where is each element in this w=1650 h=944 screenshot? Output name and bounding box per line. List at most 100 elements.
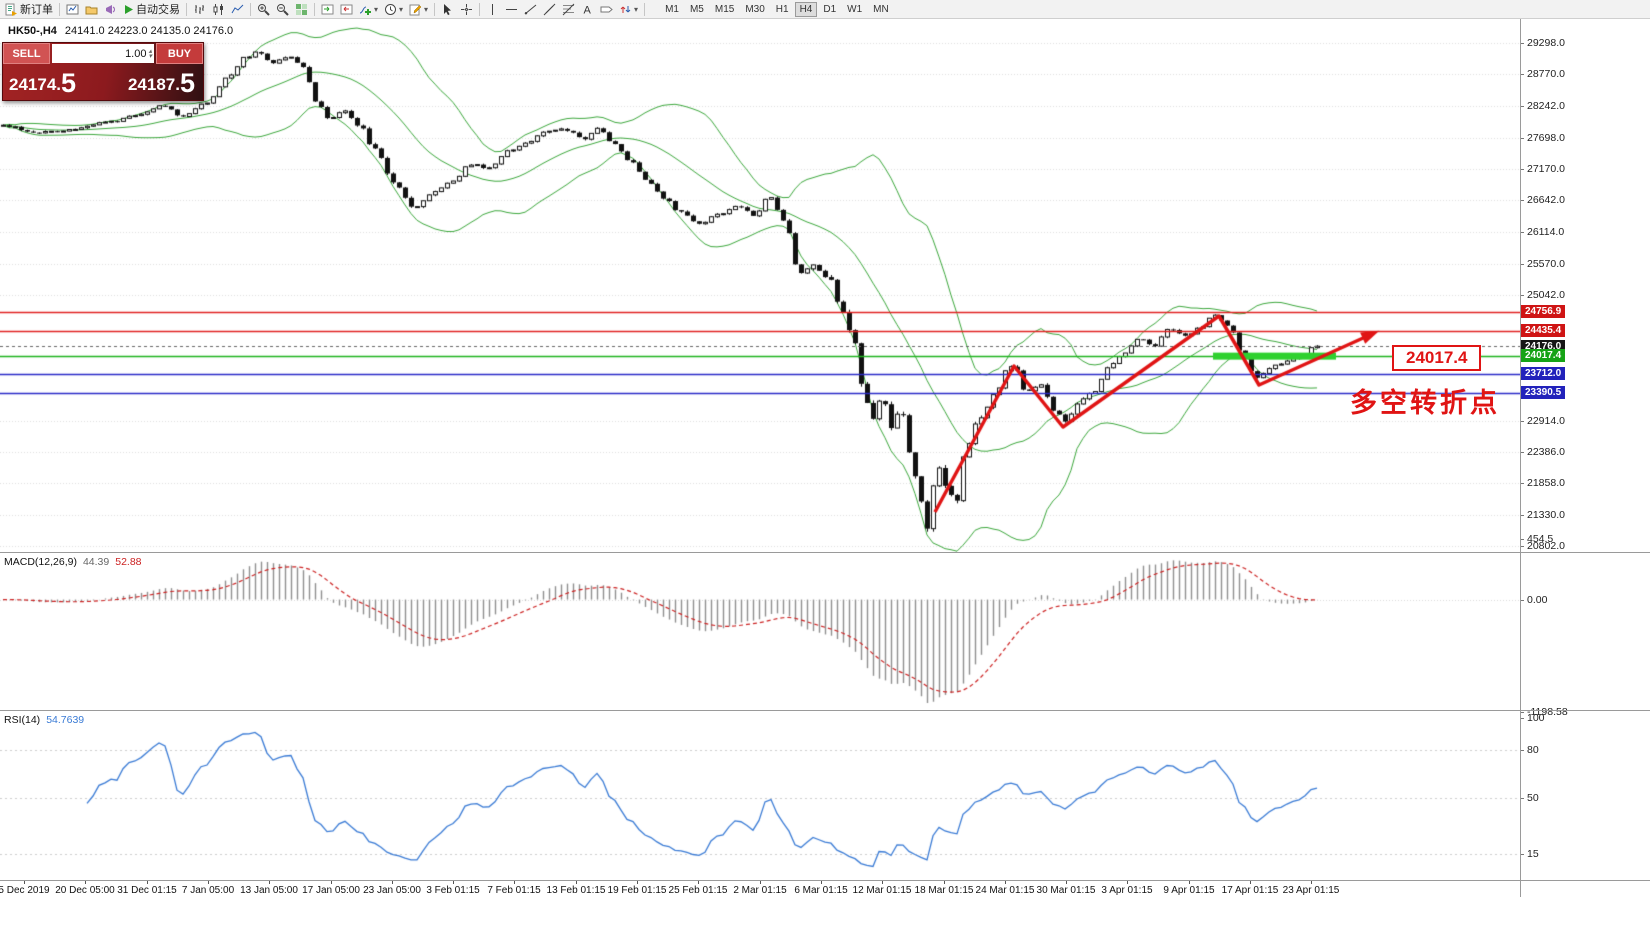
- new-order-button-label: 新订单: [20, 4, 53, 16]
- price-axis-tick: [1520, 421, 1524, 422]
- price-axis-tick: [1520, 138, 1524, 139]
- cursor-button[interactable]: [438, 1, 457, 18]
- rsi-label: RSI(14) 54.7639: [4, 714, 85, 726]
- price-axis-tick: [1520, 169, 1524, 170]
- time-axis[interactable]: 5 Dec 2019 20 Dec 05:00 31 Dec 01:15 7 Jan …: [0, 880, 1650, 897]
- turning-point-annotation: 多空转折点: [1350, 388, 1500, 418]
- timeframe-button-d1[interactable]: D1: [818, 2, 841, 17]
- zoom-in-button[interactable]: [254, 1, 273, 18]
- rsi-canvas[interactable]: [0, 711, 1520, 880]
- time-axis-tick: [576, 881, 577, 884]
- time-axis-label: 12 Mar 01:15: [852, 885, 912, 896]
- one-click-trading-panel: SELL 1.00 ▴ ▾ BUY 24174. 5 24187. 5: [2, 42, 204, 101]
- price-axis-label: 25042.0: [1527, 289, 1565, 301]
- macd-scale-tick: [1520, 539, 1524, 540]
- vline-button[interactable]: [483, 1, 502, 18]
- time-axis-tick: [882, 881, 883, 884]
- arrows-icon: [619, 3, 632, 16]
- fibo-button[interactable]: [559, 1, 578, 18]
- price-tag: 24017.4: [1521, 349, 1566, 362]
- price-axis-label: 27170.0: [1527, 163, 1565, 175]
- indicators-button[interactable]: ▾: [356, 1, 381, 18]
- arrows-button[interactable]: ▾: [616, 1, 641, 18]
- timeframe-button-m15[interactable]: M15: [710, 2, 739, 17]
- line-chart-button[interactable]: [228, 1, 247, 18]
- channel-button[interactable]: [540, 1, 559, 18]
- text-button[interactable]: A: [578, 1, 597, 18]
- price-callout-label: 24017.4: [1392, 345, 1482, 371]
- autotrade-button-label: 自动交易: [136, 4, 180, 16]
- auto-scroll-button[interactable]: [318, 1, 337, 18]
- price-axis-tick: [1520, 264, 1524, 265]
- price-axis-label: 28770.0: [1527, 68, 1565, 80]
- vline-icon: [486, 3, 499, 16]
- panel-separator[interactable]: [0, 710, 1650, 711]
- buy-button[interactable]: BUY: [156, 43, 203, 64]
- macd-canvas[interactable]: [0, 553, 1520, 710]
- candle-chart-button[interactable]: [209, 1, 228, 18]
- label-button[interactable]: [597, 1, 616, 18]
- volume-value: 1.00: [125, 47, 147, 60]
- price-axis-label: 22386.0: [1527, 446, 1565, 458]
- timeframe-button-m5[interactable]: M5: [685, 2, 709, 17]
- svg-text:A: A: [584, 4, 592, 16]
- time-axis-tick: [1311, 881, 1312, 884]
- play-icon: [123, 4, 134, 15]
- timeframe-button-h4[interactable]: H4: [794, 1, 818, 17]
- buy-price[interactable]: 24187. 5: [127, 68, 195, 98]
- trendline-button[interactable]: [521, 1, 540, 18]
- autotrade-button[interactable]: 自动交易: [120, 1, 183, 18]
- timeframe-button-w1[interactable]: W1: [842, 2, 867, 17]
- price-axis-label: 28242.0: [1527, 100, 1565, 112]
- cursor-icon: [441, 3, 454, 16]
- zoom-out-button[interactable]: [273, 1, 292, 18]
- rsi-scale-label: 100: [1527, 712, 1545, 724]
- templates-button[interactable]: ▾: [406, 1, 431, 18]
- time-axis-tick: [944, 881, 945, 884]
- time-axis-tick: [760, 881, 761, 884]
- profiles-button[interactable]: [82, 1, 101, 18]
- tile-windows-button[interactable]: [292, 1, 311, 18]
- charts-button[interactable]: [63, 1, 82, 18]
- timeframe-button-h1[interactable]: H1: [771, 2, 794, 17]
- chart-shift-button[interactable]: [337, 1, 356, 18]
- time-axis-label: 31 Dec 01:15: [117, 885, 177, 896]
- timeframe-button-m1[interactable]: M1: [660, 2, 684, 17]
- time-axis-label: 18 Mar 01:15: [914, 885, 974, 896]
- price-axis-tick: [1520, 232, 1524, 233]
- volume-decrease-icon[interactable]: ▾: [148, 52, 152, 60]
- price-axis-label: 22914.0: [1527, 415, 1565, 427]
- profiles-icon: [85, 3, 98, 16]
- volume-spinner[interactable]: 1.00 ▴ ▾: [52, 44, 154, 63]
- alerts-button[interactable]: [101, 1, 120, 18]
- timeframe-button-mn[interactable]: MN: [868, 2, 894, 17]
- macd-scale-label: 0.00: [1527, 594, 1548, 606]
- sell-button[interactable]: SELL: [3, 43, 50, 64]
- time-axis-label: 6 Mar 01:15: [794, 885, 848, 896]
- price-axis-tick: [1520, 452, 1524, 453]
- new-order-button[interactable]: 新订单: [2, 1, 56, 18]
- chart-title: HK50-,H4 24141.0 24223.0 24135.0 24176.0: [8, 25, 233, 37]
- price-axis-tick: [1520, 106, 1524, 107]
- toolbar-separator: [434, 2, 436, 16]
- hline-button[interactable]: [502, 1, 521, 18]
- toolbar-separator: [250, 2, 251, 16]
- window-filler: [0, 897, 1650, 944]
- time-axis-label: 5 Dec 2019: [0, 885, 50, 896]
- bar-chart-button[interactable]: [190, 1, 209, 18]
- price-chart-canvas[interactable]: [0, 19, 1520, 552]
- periods-button[interactable]: ▾: [381, 1, 406, 18]
- volume-increase-icon[interactable]: ▴: [148, 47, 152, 55]
- sell-price[interactable]: 24174. 5: [9, 68, 77, 98]
- time-axis-tick: [1066, 881, 1067, 884]
- rsi-scale-label: 50: [1527, 792, 1539, 804]
- price-axis-tick: [1520, 483, 1524, 484]
- dropdown-arrow-icon: ▾: [399, 4, 404, 14]
- timeframe-button-m30[interactable]: M30: [740, 2, 769, 17]
- rsi-scale-tick: [1520, 718, 1524, 719]
- crosshair-button[interactable]: [457, 1, 476, 18]
- price-tag: 23712.0: [1521, 367, 1566, 380]
- time-axis-label: 7 Feb 01:15: [487, 885, 541, 896]
- panel-separator[interactable]: [0, 552, 1650, 553]
